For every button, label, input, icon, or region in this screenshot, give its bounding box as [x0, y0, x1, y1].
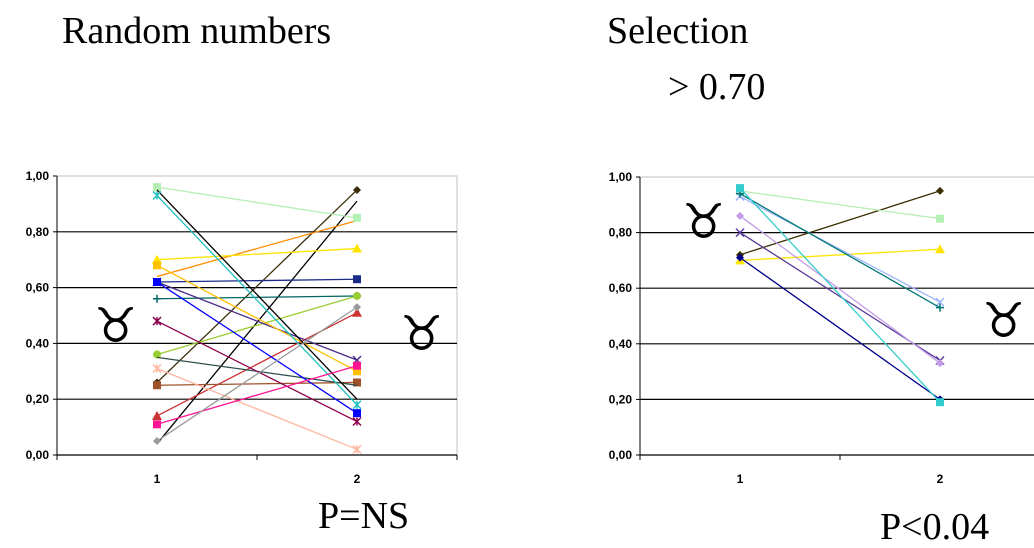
right-chart-series-6-point-1: [735, 228, 745, 238]
taurus-symbol-left-2: ♉: [400, 306, 444, 362]
left-chart-series-15-point-1: [152, 190, 162, 201]
right-chart-x-tick-label: 1: [737, 472, 744, 486]
right-chart-series-line-9: [739, 187, 941, 403]
left-chart-y-tick-label: 0,20: [26, 392, 50, 406]
left-chart-series-line-18: [156, 367, 358, 451]
taurus-symbol-right-2: ♉: [982, 293, 1026, 349]
left-chart-series-line-20: [156, 306, 358, 442]
heading-random-numbers: Random numbers: [62, 10, 332, 52]
left-chart-series-line-11: [156, 264, 358, 372]
left-chart-series-line-17: [156, 320, 358, 423]
left-chart-series-5-point-2: [352, 243, 362, 253]
right-chart-y-tick-label: 0,20: [609, 392, 633, 406]
left-chart-y-tick-label: 0,00: [26, 448, 50, 462]
left-chart-series-7-point-1: [153, 294, 161, 303]
left-chart-series-6-point-2: [353, 275, 361, 284]
left-chart-series-18-point-1: [152, 363, 162, 374]
right-chart-series-7-point-2: [936, 359, 944, 368]
left-chart-series-12-point-2: [353, 378, 361, 387]
left-chart-series-line-4: [156, 186, 358, 219]
right-chart-series-8-point-1: [736, 253, 744, 262]
left-chart-series-line-2: [156, 200, 358, 445]
left-chart-series-19-point-2: [353, 361, 361, 370]
right-chart-series-9-point-1: [736, 184, 744, 193]
right-chart-series-line-7: [739, 215, 941, 364]
p-value-right: P<0.04: [880, 506, 990, 548]
left-chart-series-line-3: [156, 220, 358, 278]
left-chart-y-tick-label: 0,40: [26, 336, 50, 350]
left-chart-series-16-point-1: [153, 278, 161, 287]
right-chart-series-9-point-2: [936, 398, 944, 407]
left-chart-series-11-point-2: [353, 367, 361, 376]
right-chart-y-tick-label: 0,80: [609, 226, 633, 240]
right-chart-y-tick-label: 0,00: [609, 448, 633, 462]
left-chart-series-line-16: [156, 281, 358, 414]
right-chart-y-tick-label: 0,40: [609, 337, 633, 351]
left-chart-series-8-point-2: [352, 307, 362, 317]
left-chart-series-11-point-1: [153, 261, 161, 270]
right-chart-series-7-point-1: [736, 211, 744, 220]
left-chart-series-4-point-1: [153, 183, 161, 192]
left-chart-series-9-point-1: [153, 350, 161, 359]
left-chart-series-line-12: [156, 381, 358, 386]
left-chart-series-17-point-1: [152, 316, 162, 326]
left-chart-series-17-point-2: [352, 416, 362, 427]
left-chart-series-16-point-2: [353, 409, 361, 418]
left-chart-series-9-point-2: [353, 291, 361, 300]
left-chart-series-12-point-1: [153, 381, 161, 390]
heading-selection: Selection: [607, 10, 749, 52]
left-chart-series-18-point-2: [352, 444, 362, 454]
left-chart-series-line-5: [156, 247, 358, 261]
left-chart-x-tick-label: 2: [354, 472, 361, 486]
right-chart-series-line-8: [739, 257, 941, 400]
left-chart-y-tick-label: 0,80: [26, 225, 50, 239]
left-chart-series-line-14: [156, 189, 358, 400]
right-chart-series-3-point-2: [935, 244, 945, 254]
left-chart-series-20-point-1: [153, 437, 161, 446]
left-chart-y-tick-label: 1,00: [26, 169, 50, 183]
right-chart-y-tick-label: 0,60: [609, 281, 633, 295]
left-chart-series-20-point-2: [353, 303, 361, 312]
right-chart-x-tick-label: 2: [937, 472, 944, 486]
left-chart-series-19-point-1: [153, 420, 161, 429]
right-chart-series-2-point-2: [936, 214, 944, 223]
left-chart-y-tick-label: 0,60: [26, 281, 50, 295]
right-chart-series-5-point-2: [936, 303, 944, 312]
taurus-symbol-left-1: ♉: [94, 298, 138, 354]
left-chart-series-15-point-2: [352, 400, 362, 410]
right-chart-series-line-2: [739, 190, 941, 220]
left-chart-series-line-9: [156, 295, 358, 356]
left-chart-series-8-point-1: [152, 410, 162, 420]
right-chart-series-line-5: [739, 193, 941, 309]
left-chart-series-4-point-2: [353, 213, 361, 222]
left-chart-series-line-10: [156, 281, 358, 361]
right-chart-series-line-4: [739, 195, 941, 303]
left-chart-x-tick-label: 1: [154, 472, 161, 486]
right-chart-series-line-1: [739, 190, 941, 256]
left-chart-series-1-point-2: [353, 185, 361, 194]
left-chart-series-line-15: [156, 195, 358, 406]
right-chart-series-4-point-2: [935, 297, 945, 307]
right-chart-series-line-3: [739, 248, 941, 262]
right-chart-y-tick-label: 1,00: [609, 170, 633, 184]
left-chart-series-line-6: [156, 278, 358, 283]
right-chart-series-1-point-2: [936, 186, 944, 195]
left-chart-series-line-7: [156, 295, 358, 300]
left-chart-series-line-19: [156, 365, 358, 425]
heading-threshold: > 0.70: [668, 66, 766, 108]
left-chart-series-line-1: [156, 189, 358, 383]
p-value-left: P=NS: [318, 495, 410, 537]
taurus-symbol-right-1: ♉: [682, 194, 726, 250]
